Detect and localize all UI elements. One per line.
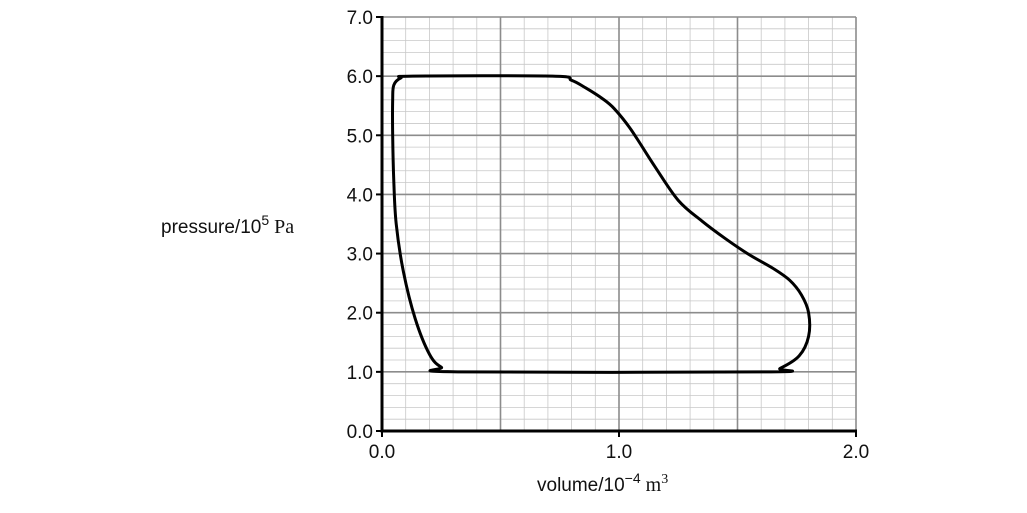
y-axis-label: pressure/105 Pa (161, 212, 294, 238)
y-tick-label: 6.0 (347, 67, 373, 88)
y-tick-label: 3.0 (347, 245, 373, 266)
tick-labels: 0.0 1.0 2.0 3.0 4.0 5.0 6.0 7.0 0.0 1.0 2.0 (347, 8, 870, 463)
tick-marks (376, 16, 857, 437)
x-tick-label: 0.0 (369, 442, 395, 463)
y-tick-label: 2.0 (347, 304, 373, 325)
x-axis-label: volume/10−4 m3 (537, 470, 668, 496)
x-tick-label: 2.0 (843, 442, 869, 463)
y-tick-label: 5.0 (347, 126, 373, 147)
pv-cycle-line (391, 74, 812, 374)
y-tick-label: 7.0 (347, 8, 373, 29)
y-tick-label: 4.0 (347, 185, 373, 206)
y-tick-label: 0.0 (347, 422, 373, 443)
y-tick-label: 1.0 (347, 363, 373, 384)
series-group (391, 74, 812, 374)
x-tick-label: 1.0 (606, 442, 632, 463)
